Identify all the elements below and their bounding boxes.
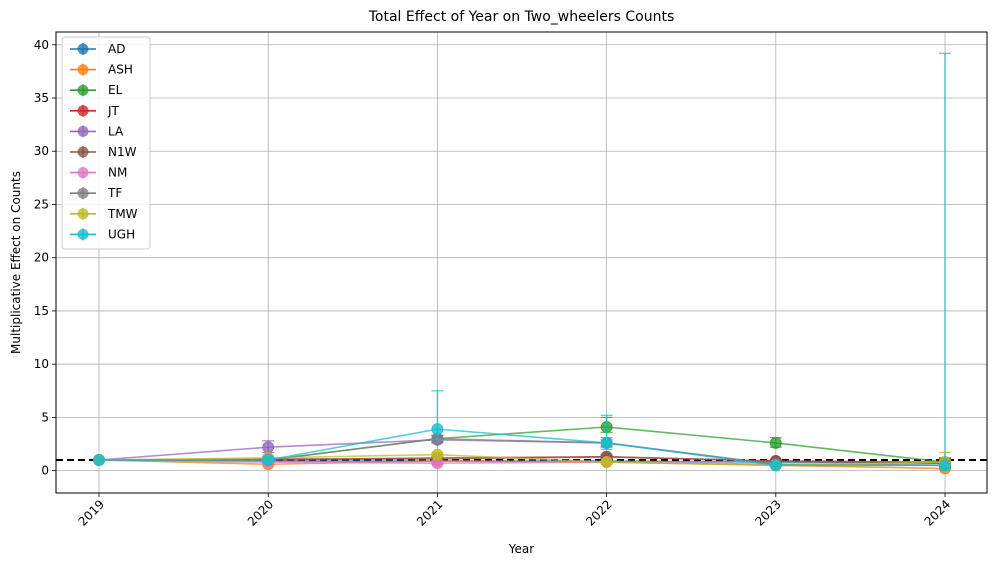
x-tick-label: 2020 bbox=[245, 497, 276, 528]
y-tick-label: 30 bbox=[34, 144, 49, 158]
legend-label: TMW bbox=[107, 207, 138, 221]
data-point bbox=[769, 437, 782, 449]
legend-marker bbox=[77, 167, 89, 179]
legend-label: UGH bbox=[108, 227, 135, 241]
legend-marker bbox=[77, 208, 89, 220]
legend: AD ASH EL JT LA N1W NM TF TMW UGH bbox=[61, 36, 151, 250]
x-ticks: 2019 2020 2021 2022 2023 2024 bbox=[76, 493, 953, 529]
y-axis-label: Multiplicative Effect on Counts bbox=[9, 171, 23, 354]
legend-marker bbox=[77, 146, 89, 158]
x-tick-label: 2021 bbox=[414, 497, 445, 528]
legend-marker bbox=[77, 228, 89, 240]
legend-label: TF bbox=[107, 186, 122, 200]
y-tick-label: 15 bbox=[34, 304, 49, 318]
y-tick-label: 5 bbox=[41, 410, 49, 424]
y-tick-label: 0 bbox=[41, 464, 49, 478]
y-tick-label: 25 bbox=[34, 197, 49, 211]
data-point bbox=[600, 437, 613, 449]
y-tick-label: 35 bbox=[34, 91, 49, 105]
x-tick-label: 2023 bbox=[752, 497, 783, 528]
legend-label: JT bbox=[107, 104, 120, 118]
series-group bbox=[93, 52, 951, 475]
x-tick-label: 2024 bbox=[922, 497, 953, 528]
legend-label: EL bbox=[108, 83, 123, 97]
y-ticks: 0 5 10 15 20 25 30 35 40 bbox=[34, 38, 56, 478]
legend-label: LA bbox=[108, 124, 124, 138]
data-point bbox=[600, 456, 613, 469]
series-line bbox=[99, 428, 945, 467]
data-point bbox=[769, 459, 782, 472]
grid bbox=[56, 32, 987, 493]
x-axis-label: Year bbox=[508, 542, 534, 556]
data-point bbox=[262, 454, 275, 466]
series-ugh bbox=[93, 52, 951, 472]
x-tick-label: 2022 bbox=[583, 497, 614, 528]
y-tick-label: 40 bbox=[34, 38, 49, 52]
legend-label: NM bbox=[108, 166, 127, 180]
legend-marker bbox=[77, 105, 89, 117]
legend-label: AD bbox=[108, 42, 125, 56]
legend-label: ASH bbox=[108, 63, 133, 77]
legend-marker bbox=[77, 187, 89, 199]
data-point bbox=[939, 459, 951, 472]
legend-marker bbox=[77, 64, 89, 76]
data-point bbox=[93, 454, 105, 466]
x-tick-label: 2019 bbox=[76, 497, 107, 528]
legend-marker bbox=[77, 125, 89, 137]
data-point bbox=[431, 423, 444, 436]
y-tick-label: 20 bbox=[34, 251, 49, 265]
plot-frame bbox=[55, 31, 988, 494]
y-tick-label: 10 bbox=[34, 357, 49, 371]
legend-marker bbox=[77, 43, 89, 55]
chart-title: Total Effect of Year on Two_wheelers Cou… bbox=[368, 9, 674, 25]
data-point bbox=[431, 448, 444, 461]
legend-label: N1W bbox=[108, 145, 137, 159]
legend-marker bbox=[77, 84, 89, 96]
data-point bbox=[262, 441, 275, 454]
